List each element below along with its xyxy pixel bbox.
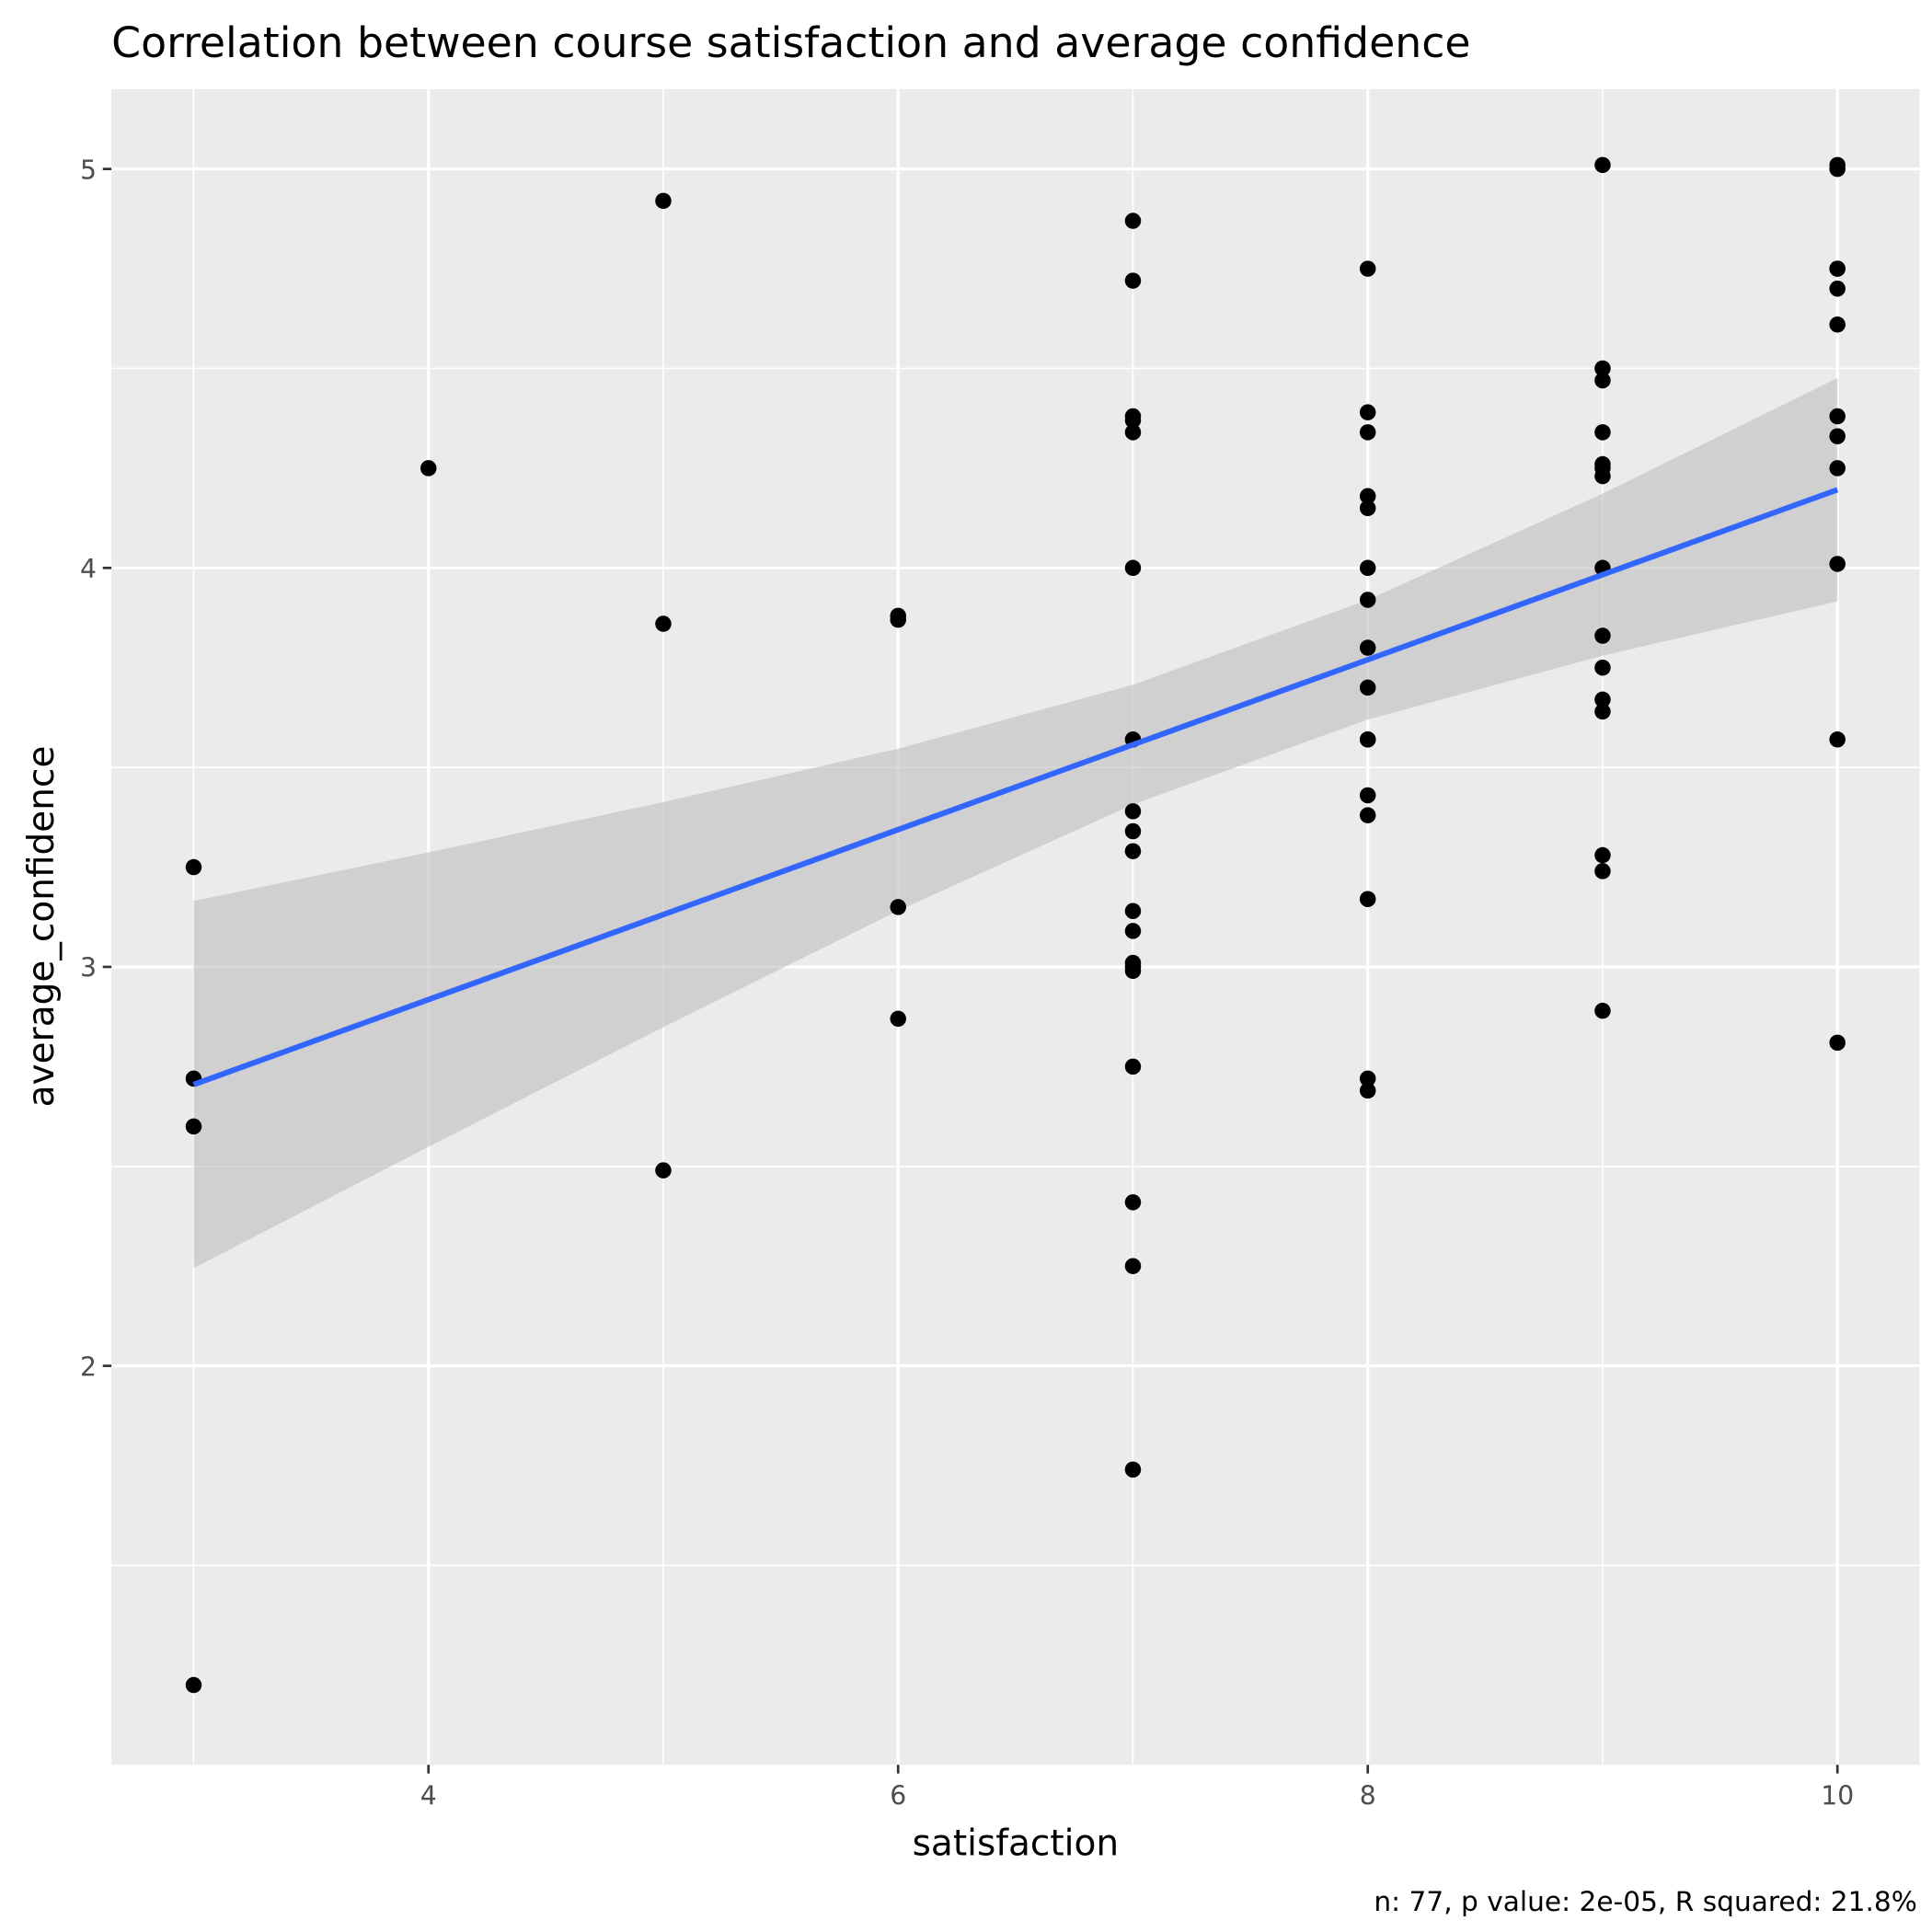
data-point bbox=[1124, 822, 1142, 840]
data-point bbox=[1359, 891, 1376, 907]
data-point bbox=[1829, 428, 1846, 444]
data-point bbox=[1829, 556, 1846, 572]
grid-lines bbox=[111, 88, 1920, 1765]
data-point bbox=[1594, 372, 1611, 389]
y-tick-label: 5 bbox=[80, 155, 97, 185]
data-point bbox=[1829, 731, 1846, 748]
data-point bbox=[1594, 691, 1611, 708]
y-tick-label: 2 bbox=[80, 1351, 97, 1382]
data-point bbox=[890, 1010, 906, 1028]
data-point bbox=[1829, 316, 1846, 333]
data-point bbox=[1359, 404, 1376, 420]
data-point bbox=[1359, 679, 1376, 696]
data-point bbox=[655, 1162, 672, 1179]
data-point bbox=[1124, 1461, 1142, 1478]
data-point bbox=[1124, 412, 1142, 429]
x-tick-label: 10 bbox=[1821, 1780, 1854, 1811]
data-point bbox=[890, 611, 906, 628]
data-point bbox=[1829, 1034, 1846, 1052]
data-point bbox=[1124, 843, 1142, 859]
x-axis-label: satisfaction bbox=[913, 1823, 1120, 1865]
data-point bbox=[1359, 639, 1376, 656]
data-point bbox=[1594, 360, 1611, 377]
y-axis-label: average_confidence bbox=[21, 746, 63, 1108]
data-point bbox=[1594, 156, 1611, 174]
data-point bbox=[1829, 281, 1846, 297]
x-tick-label: 6 bbox=[890, 1780, 906, 1811]
data-point bbox=[890, 899, 906, 915]
data-point bbox=[1124, 903, 1142, 919]
data-point bbox=[1359, 500, 1376, 517]
data-point bbox=[185, 1676, 202, 1694]
data-point bbox=[1594, 467, 1611, 485]
data-point bbox=[1359, 424, 1376, 441]
x-tick-label: 8 bbox=[1360, 1780, 1376, 1811]
data-point bbox=[1594, 627, 1611, 644]
data-point bbox=[1124, 424, 1142, 441]
data-point bbox=[655, 615, 672, 632]
y-axis: 2 3 4 5 bbox=[80, 155, 112, 1382]
data-point bbox=[1829, 260, 1846, 277]
x-tick-label: 4 bbox=[420, 1780, 437, 1811]
data-point bbox=[1594, 659, 1611, 676]
data-point bbox=[1124, 962, 1142, 980]
data-point bbox=[1124, 272, 1142, 289]
data-point bbox=[1594, 703, 1611, 720]
data-point bbox=[1124, 559, 1142, 577]
regression-line bbox=[192, 487, 1839, 1087]
data-point bbox=[185, 858, 202, 876]
data-point bbox=[1359, 1070, 1376, 1087]
data-point bbox=[185, 1118, 202, 1135]
data-point bbox=[1594, 863, 1611, 880]
data-points bbox=[185, 156, 1846, 1694]
data-point bbox=[1359, 260, 1376, 277]
data-point bbox=[1359, 807, 1376, 823]
data-point bbox=[1124, 803, 1142, 820]
data-point bbox=[1124, 923, 1142, 939]
data-point bbox=[1359, 731, 1376, 748]
caption: n: 77, p value: 2e-05, R squared: 21.8% bbox=[1374, 1886, 1916, 1917]
data-point bbox=[1359, 559, 1376, 577]
data-point bbox=[1359, 1082, 1376, 1099]
data-point bbox=[1594, 424, 1611, 441]
data-point bbox=[1124, 1258, 1142, 1274]
data-point bbox=[420, 460, 437, 477]
y-tick-label: 4 bbox=[80, 554, 97, 584]
data-point bbox=[1359, 787, 1376, 804]
y-tick-label: 3 bbox=[80, 953, 97, 983]
data-point bbox=[1829, 160, 1846, 178]
data-point bbox=[655, 192, 672, 210]
data-point bbox=[1124, 1058, 1142, 1075]
data-point bbox=[1359, 592, 1376, 608]
data-point bbox=[1594, 846, 1611, 864]
data-point bbox=[1124, 213, 1142, 229]
data-point bbox=[1829, 408, 1846, 425]
data-point bbox=[1829, 460, 1846, 477]
data-point bbox=[1124, 1194, 1142, 1211]
confidence-ribbon bbox=[193, 377, 1838, 1269]
x-axis: 4 6 8 10 bbox=[420, 1765, 1854, 1811]
chart-title: Correlation between course satisfaction … bbox=[111, 18, 1470, 67]
data-point bbox=[1359, 488, 1376, 504]
data-point bbox=[1594, 1002, 1611, 1019]
